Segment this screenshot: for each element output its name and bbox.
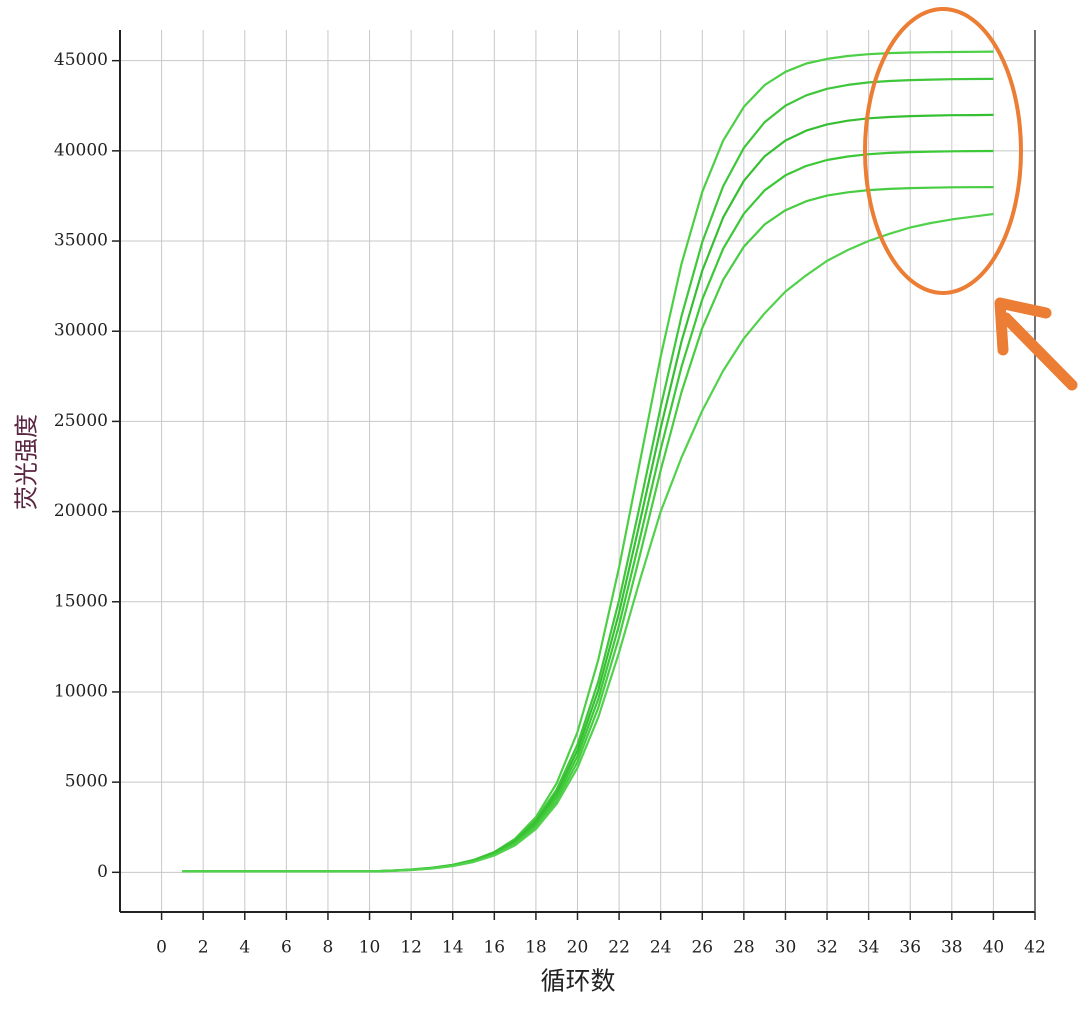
amplification-curve bbox=[182, 77, 994, 873]
x-tick-label: 14 bbox=[442, 938, 464, 958]
x-tick-label: 32 bbox=[816, 938, 838, 958]
x-tick-label: 38 bbox=[941, 938, 963, 958]
y-tick-label: 35000 bbox=[54, 231, 108, 251]
amplification-curve bbox=[182, 113, 994, 873]
amplification-curve bbox=[182, 212, 994, 873]
y-axis-label: 荧光强度 bbox=[13, 414, 41, 510]
x-tick-label: 0 bbox=[156, 938, 167, 958]
highlight-ellipse bbox=[863, 7, 1023, 295]
y-tick-label: 5000 bbox=[65, 772, 108, 792]
grid bbox=[120, 30, 1036, 912]
y-tick-label: 0 bbox=[97, 862, 108, 882]
x-tick-label: 8 bbox=[323, 938, 334, 958]
x-tick-label: 36 bbox=[899, 938, 921, 958]
x-tick-label: 4 bbox=[239, 938, 250, 958]
x-tick-label: 26 bbox=[691, 938, 713, 958]
y-tick-label: 40000 bbox=[54, 140, 108, 160]
x-tick-label: 24 bbox=[650, 938, 672, 958]
x-tick-label: 2 bbox=[198, 938, 209, 958]
x-tick-label: 20 bbox=[567, 938, 589, 958]
y-tick-label: 10000 bbox=[54, 681, 108, 701]
x-tick-label: 30 bbox=[775, 938, 797, 958]
x-tick-label: 42 bbox=[1024, 938, 1046, 958]
y-tick-label: 25000 bbox=[54, 411, 108, 431]
x-tick-label: 16 bbox=[483, 938, 505, 958]
x-tick-label: 12 bbox=[400, 938, 422, 958]
x-tick-label: 40 bbox=[983, 938, 1005, 958]
y-tick-label: 30000 bbox=[54, 321, 108, 341]
y-tick-label: 20000 bbox=[54, 501, 108, 521]
curves bbox=[182, 50, 994, 873]
x-axis-label: 循环数 bbox=[540, 967, 615, 996]
y-tick-label: 15000 bbox=[54, 591, 108, 611]
arrow-head bbox=[994, 297, 1052, 356]
amplification-curve bbox=[182, 50, 994, 873]
x-tick-label: 34 bbox=[858, 938, 880, 958]
arrow-shaft bbox=[1000, 312, 1078, 391]
y-tick-label: 45000 bbox=[54, 50, 108, 70]
x-tick-label: 22 bbox=[608, 938, 630, 958]
x-tick-label: 18 bbox=[525, 938, 547, 958]
x-tick-label: 10 bbox=[359, 938, 381, 958]
amplification-curve bbox=[182, 186, 994, 873]
x-tick-label: 6 bbox=[281, 938, 292, 958]
x-tick-label: 28 bbox=[733, 938, 755, 958]
